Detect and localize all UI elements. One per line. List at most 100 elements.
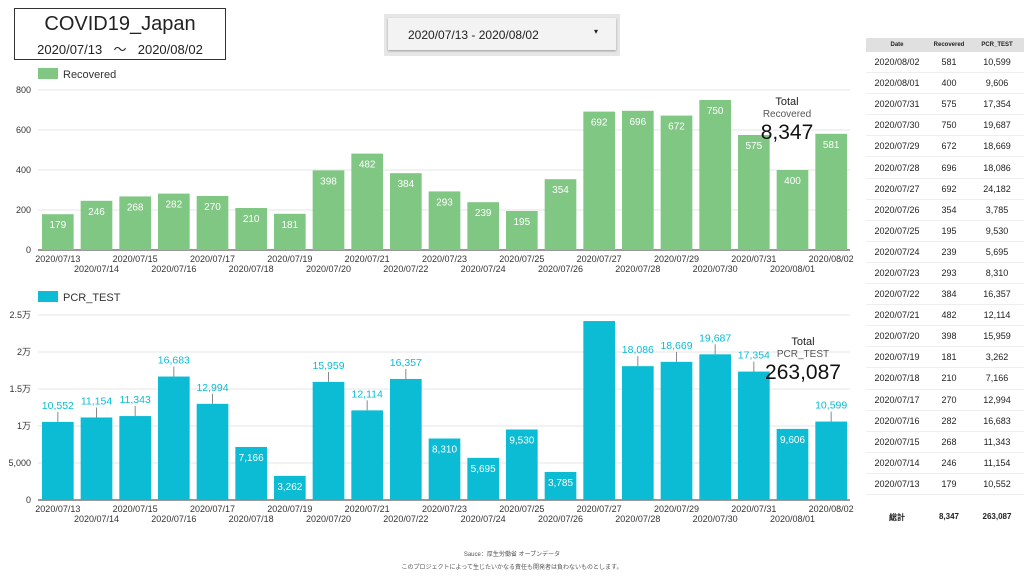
table-header: Date Recovered PCR_TEST bbox=[866, 38, 1024, 52]
header-recovered[interactable]: Recovered bbox=[933, 42, 965, 48]
data-label: 270 bbox=[204, 202, 221, 213]
data-label: 17,354 bbox=[738, 350, 770, 362]
bar bbox=[196, 403, 229, 500]
cell-date: 2020/07/14 bbox=[874, 457, 920, 468]
bar bbox=[390, 173, 422, 250]
x-tick-label: 2020/07/20 bbox=[306, 514, 351, 524]
legend-swatch bbox=[38, 68, 58, 79]
table-row: 2020/07/15 268 11,343 bbox=[866, 432, 1024, 453]
x-tick-label: 2020/07/26 bbox=[538, 264, 583, 274]
data-label: 398 bbox=[320, 176, 337, 187]
bar bbox=[738, 371, 770, 500]
date-range-picker[interactable]: 2020/07/13 - 2020/08/02 ▾ bbox=[384, 14, 620, 56]
table-row: 2020/07/18 210 7,166 bbox=[866, 368, 1024, 390]
data-label: 18,086 bbox=[622, 344, 654, 356]
cell-recovered: 195 bbox=[941, 225, 957, 236]
data-label: 696 bbox=[629, 117, 646, 128]
date-range-value: 2020/07/13 - 2020/08/02 bbox=[408, 28, 539, 42]
data-label: 8,310 bbox=[432, 445, 457, 456]
cell-recovered: 293 bbox=[941, 267, 957, 278]
legend-label: PCR_TEST bbox=[63, 292, 121, 304]
cell-recovered: 384 bbox=[941, 289, 957, 300]
header-date[interactable]: Date bbox=[890, 42, 904, 48]
cell-recovered: 400 bbox=[941, 78, 957, 89]
data-label: 19,687 bbox=[699, 332, 731, 344]
table-row: 2020/07/25 195 9,530 bbox=[866, 221, 1024, 242]
cell-recovered: 581 bbox=[941, 57, 957, 68]
bar bbox=[506, 211, 538, 250]
bar bbox=[428, 438, 461, 500]
total-subtitle: PCR_TEST bbox=[777, 349, 829, 360]
y-tick-label: 0 bbox=[26, 245, 31, 255]
x-tick-label: 2020/08/01 bbox=[770, 514, 815, 524]
x-tick-label: 2020/07/29 bbox=[654, 254, 699, 264]
bar bbox=[776, 170, 809, 250]
bar bbox=[506, 429, 538, 500]
bar bbox=[738, 135, 770, 250]
x-tick-label: 2020/07/19 bbox=[267, 254, 312, 264]
bar bbox=[699, 354, 731, 500]
x-tick-label: 2020/07/23 bbox=[422, 254, 467, 264]
x-tick-label: 2020/07/23 bbox=[422, 504, 467, 514]
total-label: 総計 bbox=[889, 513, 905, 522]
bar bbox=[274, 213, 306, 250]
data-label: 16,357 bbox=[390, 357, 422, 369]
data-label: 282 bbox=[165, 200, 182, 211]
bar bbox=[235, 208, 267, 250]
bar bbox=[119, 196, 151, 250]
page-title: COVID19_Japan bbox=[44, 13, 196, 35]
y-tick-label: 800 bbox=[16, 85, 31, 95]
table-row: 2020/07/22 384 16,357 bbox=[866, 284, 1024, 306]
header-pcr[interactable]: PCR_TEST bbox=[981, 42, 1013, 48]
cell-pcr: 12,114 bbox=[983, 310, 1011, 321]
bar bbox=[776, 428, 809, 500]
cell-pcr: 18,669 bbox=[983, 141, 1011, 152]
table-row: 2020/07/27 692 24,182 bbox=[866, 179, 1024, 200]
cell-recovered: 696 bbox=[941, 162, 957, 173]
cell-pcr: 10,599 bbox=[983, 57, 1011, 68]
data-label: 482 bbox=[359, 160, 376, 171]
cell-pcr: 3,262 bbox=[985, 352, 1009, 363]
cell-recovered: 672 bbox=[941, 141, 957, 152]
x-tick-label: 2020/07/30 bbox=[693, 514, 738, 524]
bar bbox=[312, 381, 345, 500]
bar bbox=[196, 196, 229, 250]
data-label: 3,262 bbox=[277, 482, 302, 493]
x-tick-label: 2020/07/29 bbox=[654, 504, 699, 514]
cell-recovered: 692 bbox=[941, 183, 957, 194]
x-tick-label: 2020/07/26 bbox=[538, 514, 583, 524]
date-range-control[interactable]: 2020/07/13 - 2020/08/02 ▾ bbox=[388, 18, 616, 50]
cell-date: 2020/07/25 bbox=[874, 225, 920, 236]
cell-pcr: 19,687 bbox=[983, 120, 1011, 131]
table-row: 2020/07/31 575 17,354 bbox=[866, 94, 1024, 116]
table-row: 2020/07/23 293 8,310 bbox=[866, 263, 1024, 285]
data-label: 268 bbox=[127, 202, 144, 213]
bar bbox=[80, 417, 113, 500]
x-tick-label: 2020/08/01 bbox=[770, 264, 815, 274]
cell-recovered: 354 bbox=[941, 204, 957, 215]
bar bbox=[80, 200, 113, 250]
x-tick-label: 2020/07/16 bbox=[151, 264, 196, 274]
separator: 〜 bbox=[113, 42, 127, 57]
total-title: Total bbox=[775, 96, 798, 108]
cell-pcr: 5,695 bbox=[985, 246, 1009, 257]
x-tick-label: 2020/07/13 bbox=[35, 254, 80, 264]
bar bbox=[390, 378, 422, 500]
data-label: 246 bbox=[88, 207, 105, 218]
y-tick-label: 1.5万 bbox=[9, 384, 31, 394]
x-tick-label: 2020/07/25 bbox=[499, 504, 544, 514]
cell-date: 2020/07/17 bbox=[874, 394, 920, 405]
cell-date: 2020/07/19 bbox=[874, 352, 920, 363]
cell-pcr: 11,343 bbox=[983, 436, 1011, 447]
data-label: 692 bbox=[591, 118, 608, 129]
cell-recovered: 239 bbox=[941, 246, 957, 257]
x-tick-label: 2020/07/17 bbox=[190, 254, 235, 264]
cell-pcr: 18,086 bbox=[983, 162, 1011, 173]
x-tick-label: 2020/07/31 bbox=[731, 254, 776, 264]
x-tick-label: 2020/08/02 bbox=[809, 254, 854, 264]
table-row: 2020/07/20 398 15,959 bbox=[866, 326, 1024, 348]
cell-pcr: 9,606 bbox=[985, 78, 1009, 89]
data-label: 3,785 bbox=[548, 478, 573, 489]
cell-date: 2020/07/22 bbox=[874, 289, 920, 300]
bar bbox=[660, 115, 693, 250]
